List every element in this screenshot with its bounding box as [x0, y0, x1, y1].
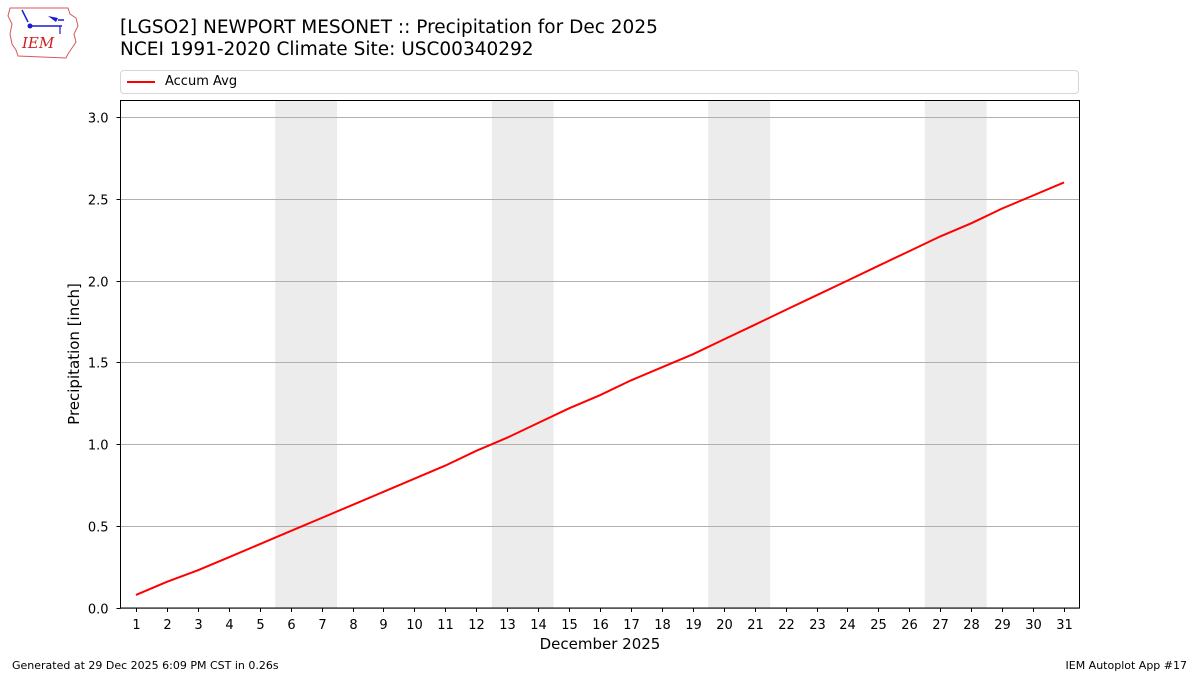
svg-text:IEM: IEM — [21, 34, 55, 52]
x-tick-label: 12 — [468, 618, 485, 633]
x-axis-label: December 2025 — [540, 635, 661, 653]
weekend-bands — [275, 100, 987, 608]
y-tick-label: 1.0 — [88, 439, 109, 454]
x-tick-label: 9 — [379, 618, 387, 633]
y-tick-label: 3.0 — [88, 112, 109, 127]
weekend-band — [924, 100, 987, 608]
x-tick-label: 4 — [225, 618, 233, 633]
y-tick-label: 0.5 — [88, 521, 109, 536]
x-tick-label: 17 — [623, 618, 640, 633]
x-tick-label: 8 — [349, 618, 357, 633]
x-tick-label: 20 — [716, 618, 733, 633]
x-tick-label: 2 — [163, 618, 171, 633]
x-tick-label: 6 — [287, 618, 295, 633]
iem-logo: IEM — [6, 4, 82, 60]
x-tick-label: 3 — [194, 618, 202, 633]
x-tick-label: 16 — [592, 618, 609, 633]
accum-avg-line — [135, 181, 1065, 596]
x-tick-label: 31 — [1056, 618, 1073, 633]
legend-label: Accum Avg — [165, 74, 238, 89]
x-tick-label: 26 — [901, 618, 918, 633]
x-axis-ticks: 1 2 3 4 5 6 7 8 9 10 11 12 13 14 15 16 17 18 19 20 21 22 23 24 2… — [132, 608, 1073, 633]
x-tick-label: 19 — [685, 618, 702, 633]
x-tick-label: 13 — [499, 618, 516, 633]
x-tick-label: 23 — [809, 618, 826, 633]
y-tick-label: 2.0 — [88, 276, 109, 291]
weekend-band — [708, 100, 771, 608]
y-tick-label: 0.0 — [88, 603, 109, 618]
x-tick-label: 5 — [256, 618, 264, 633]
x-tick-label: 27 — [932, 618, 949, 633]
x-tick-label: 28 — [963, 618, 980, 633]
iowa-map-icon: IEM — [7, 7, 79, 59]
weekend-band — [275, 100, 338, 608]
x-tick-label: 1 — [132, 618, 140, 633]
generated-timestamp: Generated at 29 Dec 2025 6:09 PM CST in … — [12, 659, 279, 672]
legend-line-swatch — [127, 81, 155, 83]
title-line-1: [LGSO2] NEWPORT MESONET :: Precipitation… — [120, 17, 658, 38]
weekend-band — [491, 100, 554, 608]
x-tick-label: 11 — [437, 618, 454, 633]
y-tick-label: 1.5 — [88, 357, 109, 372]
x-tick-label: 24 — [839, 618, 856, 633]
title-line-2: NCEI 1991-2020 Climate Site: USC00340292 — [120, 39, 534, 60]
y-axis-label: Precipitation [inch] — [65, 283, 83, 425]
x-tick-label: 22 — [778, 618, 795, 633]
app-label: IEM Autoplot App #17 — [1065, 659, 1188, 672]
x-tick-label: 21 — [747, 618, 764, 633]
x-tick-label: 18 — [654, 618, 671, 633]
y-tick-label: 2.5 — [88, 194, 109, 209]
legend: Accum Avg — [120, 70, 1079, 94]
x-tick-label: 14 — [530, 618, 547, 633]
y-axis-ticks: 0.0 0.5 1.0 1.5 2.0 2.5 3.0 — [88, 112, 121, 618]
x-tick-label: 30 — [1025, 618, 1042, 633]
x-tick-label: 25 — [870, 618, 887, 633]
x-tick-label: 15 — [561, 618, 578, 633]
x-tick-label: 29 — [994, 618, 1011, 633]
x-tick-label: 7 — [318, 618, 326, 633]
x-tick-label: 10 — [406, 618, 423, 633]
chart-title: [LGSO2] NEWPORT MESONET :: Precipitation… — [120, 17, 658, 61]
